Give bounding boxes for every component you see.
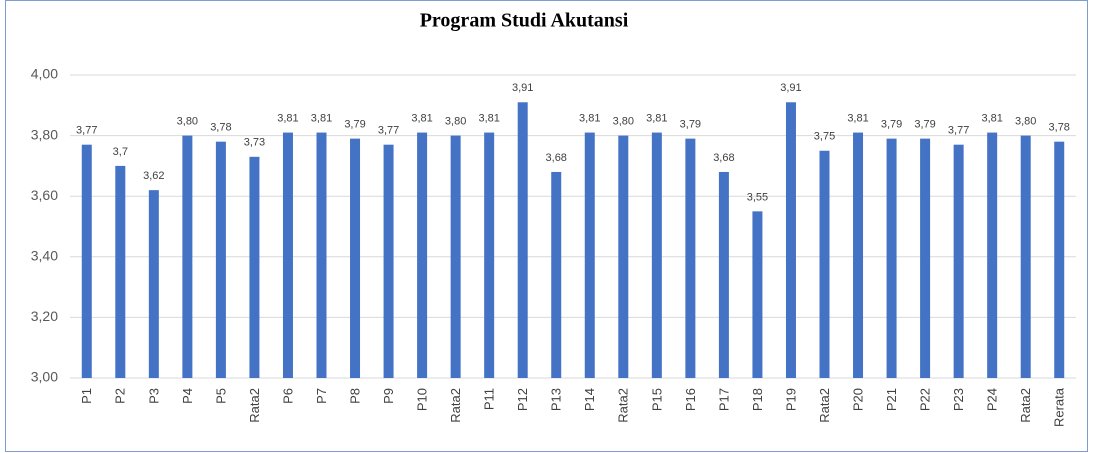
bar bbox=[685, 138, 696, 378]
bar bbox=[718, 171, 729, 378]
x-tick-label: P16 bbox=[683, 388, 698, 411]
y-tick-label: 3,80 bbox=[31, 126, 58, 142]
x-tick-label: P1 bbox=[79, 388, 94, 404]
value-label: 3,81 bbox=[411, 112, 432, 124]
x-tick-label: P23 bbox=[951, 388, 966, 411]
bar bbox=[920, 138, 931, 378]
x-tick-label: Rata2 bbox=[616, 388, 631, 423]
y-tick-label: 3,60 bbox=[31, 187, 58, 203]
value-label: 3,81 bbox=[847, 112, 868, 124]
bar bbox=[316, 132, 327, 378]
value-label: 3,80 bbox=[177, 116, 198, 128]
x-tick-label: P14 bbox=[582, 388, 597, 411]
value-label: 3,7 bbox=[113, 146, 128, 158]
value-label: 3,81 bbox=[579, 112, 600, 124]
bar bbox=[1054, 141, 1065, 378]
x-tick-label: P4 bbox=[180, 388, 195, 404]
x-tick-label: P8 bbox=[347, 388, 362, 404]
x-tick-label: P13 bbox=[549, 388, 564, 411]
value-label: 3,79 bbox=[680, 119, 701, 131]
x-tick-label: Rerata bbox=[1052, 387, 1067, 427]
x-tick-label: P21 bbox=[884, 388, 899, 411]
value-label: 3,91 bbox=[780, 82, 801, 94]
value-label: 3,80 bbox=[1015, 116, 1036, 128]
y-tick-label: 4,00 bbox=[31, 66, 58, 82]
value-label: 3,78 bbox=[210, 122, 231, 134]
value-label: 3,81 bbox=[277, 112, 298, 124]
bar bbox=[450, 135, 461, 378]
bar bbox=[987, 132, 998, 378]
bar bbox=[1020, 135, 1031, 378]
value-label: 3,81 bbox=[478, 112, 499, 124]
value-label: 3,77 bbox=[76, 125, 97, 137]
bar bbox=[417, 132, 428, 378]
value-label: 3,81 bbox=[311, 112, 332, 124]
x-tick-label: P12 bbox=[515, 388, 530, 411]
value-label: 3,68 bbox=[546, 152, 567, 164]
value-label: 3,77 bbox=[948, 125, 969, 137]
bar bbox=[182, 135, 193, 378]
value-label: 3,79 bbox=[881, 119, 902, 131]
bar bbox=[81, 144, 92, 378]
bar bbox=[584, 132, 595, 378]
value-label: 3,81 bbox=[981, 112, 1002, 124]
value-label: 3,75 bbox=[814, 131, 835, 143]
x-tick-label: P10 bbox=[415, 388, 430, 411]
bar bbox=[282, 132, 293, 378]
x-tick-label: P9 bbox=[381, 388, 396, 404]
bar bbox=[148, 190, 159, 378]
value-label: 3,81 bbox=[646, 112, 667, 124]
x-tick-label: P7 bbox=[314, 388, 329, 404]
chart-title: Program Studi Akutansi bbox=[420, 10, 629, 32]
value-label: 3,79 bbox=[344, 119, 365, 131]
x-tick-label: P15 bbox=[649, 388, 664, 411]
value-label: 3,80 bbox=[445, 116, 466, 128]
x-tick-label: P19 bbox=[783, 388, 798, 411]
value-label: 3,80 bbox=[613, 116, 634, 128]
x-tick-label: P24 bbox=[985, 388, 1000, 411]
bar bbox=[383, 144, 394, 378]
bar bbox=[752, 211, 763, 378]
x-tick-label: Rata2 bbox=[247, 388, 262, 423]
x-tick-label: P18 bbox=[750, 388, 765, 411]
y-tick-label: 3,00 bbox=[31, 369, 58, 385]
bar bbox=[886, 138, 897, 378]
bar bbox=[115, 165, 126, 378]
y-tick-label: 3,40 bbox=[31, 248, 58, 264]
value-label: 3,73 bbox=[244, 137, 265, 149]
bar bbox=[350, 138, 361, 378]
x-tick-label: P5 bbox=[213, 388, 228, 404]
x-tick-label: P20 bbox=[850, 388, 865, 411]
bar bbox=[853, 132, 864, 378]
x-tick-label: P3 bbox=[146, 388, 161, 404]
x-tick-label: P2 bbox=[113, 388, 128, 404]
x-tick-label: P11 bbox=[482, 388, 497, 410]
bar bbox=[785, 102, 796, 379]
x-tick-label: Rata2 bbox=[1018, 388, 1033, 423]
chart-frame bbox=[5, 0, 1088, 452]
y-tick-label: 3,20 bbox=[31, 308, 58, 324]
x-tick-label: Rata2 bbox=[817, 388, 832, 423]
bar bbox=[551, 171, 562, 378]
value-label: 3,55 bbox=[747, 191, 768, 203]
x-tick-label: Rata2 bbox=[448, 388, 463, 423]
bar bbox=[618, 135, 629, 378]
bar bbox=[215, 141, 226, 378]
bar bbox=[819, 150, 830, 378]
bar bbox=[484, 132, 495, 378]
bar bbox=[953, 144, 964, 378]
value-label: 3,68 bbox=[713, 152, 734, 164]
value-label: 3,91 bbox=[512, 82, 533, 94]
bar bbox=[651, 132, 662, 378]
value-label: 3,79 bbox=[914, 119, 935, 131]
value-label: 3,62 bbox=[143, 170, 164, 182]
value-label: 3,78 bbox=[1049, 122, 1070, 134]
bar bbox=[249, 156, 260, 378]
x-tick-label: P6 bbox=[280, 388, 295, 404]
bar bbox=[517, 102, 528, 379]
value-label: 3,77 bbox=[378, 125, 399, 137]
x-tick-label: P22 bbox=[918, 388, 933, 411]
x-tick-label: P17 bbox=[716, 388, 731, 411]
